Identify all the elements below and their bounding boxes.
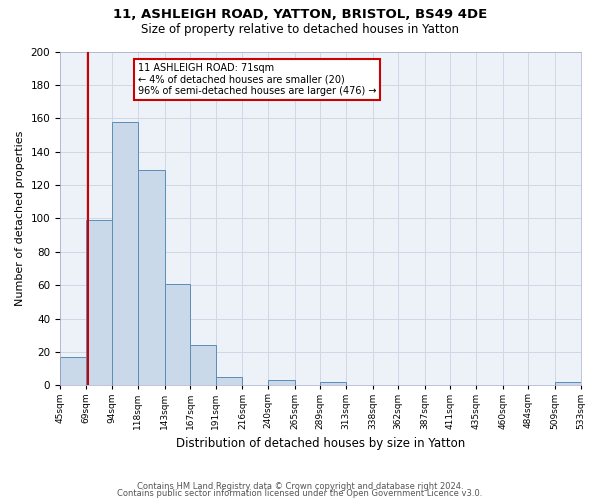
Bar <box>555 382 581 386</box>
Bar <box>320 382 346 386</box>
Y-axis label: Number of detached properties: Number of detached properties <box>15 130 25 306</box>
Text: Contains public sector information licensed under the Open Government Licence v3: Contains public sector information licen… <box>118 490 482 498</box>
Bar <box>190 346 216 386</box>
Text: Contains HM Land Registry data © Crown copyright and database right 2024.: Contains HM Land Registry data © Crown c… <box>137 482 463 491</box>
Bar <box>60 357 86 386</box>
Text: 11 ASHLEIGH ROAD: 71sqm
← 4% of detached houses are smaller (20)
96% of semi-det: 11 ASHLEIGH ROAD: 71sqm ← 4% of detached… <box>138 63 376 96</box>
X-axis label: Distribution of detached houses by size in Yatton: Distribution of detached houses by size … <box>176 437 465 450</box>
Bar <box>164 284 190 386</box>
Bar <box>138 170 164 386</box>
Bar <box>86 220 112 386</box>
Text: Size of property relative to detached houses in Yatton: Size of property relative to detached ho… <box>141 22 459 36</box>
Text: 11, ASHLEIGH ROAD, YATTON, BRISTOL, BS49 4DE: 11, ASHLEIGH ROAD, YATTON, BRISTOL, BS49… <box>113 8 487 20</box>
Bar <box>268 380 295 386</box>
Bar <box>216 377 242 386</box>
Bar <box>112 122 138 386</box>
